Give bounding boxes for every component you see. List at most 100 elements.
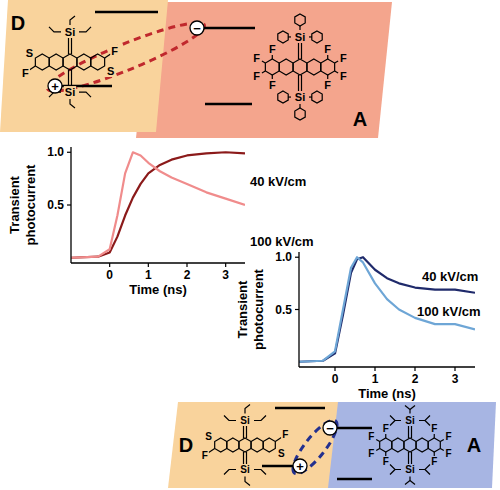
label-patch bbox=[21, 67, 30, 79]
ring bbox=[392, 438, 404, 452]
label-patch bbox=[106, 65, 115, 77]
alkyne bbox=[301, 43, 302, 59]
ring bbox=[63, 54, 77, 70]
atom-label: F bbox=[383, 423, 389, 434]
atom-label: Si bbox=[405, 464, 415, 475]
x-axis bbox=[299, 366, 475, 367]
chart: 01230.51.0Time (ns)Transientphotocurrent… bbox=[7, 145, 314, 297]
x-axis-title: Time (ns) bbox=[358, 386, 416, 401]
alkyne bbox=[298, 43, 299, 59]
energy-level bbox=[55, 85, 112, 88]
bond bbox=[376, 440, 379, 442]
isopropyl bbox=[390, 416, 401, 421]
label-patch bbox=[110, 45, 119, 57]
atom-label: F bbox=[253, 52, 260, 64]
label-patch bbox=[339, 52, 348, 64]
label-patch bbox=[294, 31, 306, 43]
label-patch bbox=[268, 79, 277, 91]
bond bbox=[275, 438, 281, 442]
label-patch bbox=[268, 43, 277, 55]
label-patch bbox=[25, 47, 34, 59]
label-patch bbox=[404, 415, 416, 426]
series-label: 100 kV/cm bbox=[417, 304, 481, 319]
ring bbox=[307, 59, 321, 75]
label-patch bbox=[445, 431, 453, 442]
y-tick-label: 0.5 bbox=[47, 198, 64, 212]
bond bbox=[29, 66, 35, 70]
alkyne bbox=[246, 426, 247, 438]
y-tick bbox=[67, 204, 71, 205]
label-patch bbox=[281, 429, 289, 440]
cyclohexyl bbox=[295, 14, 305, 26]
charge-sign: − bbox=[326, 421, 334, 436]
y-tick bbox=[295, 309, 299, 310]
x-tick bbox=[109, 263, 110, 267]
ethyl bbox=[245, 477, 250, 486]
atom-label: F bbox=[446, 431, 452, 442]
y-tick-label: 0.5 bbox=[275, 303, 292, 317]
atom-label: Si bbox=[240, 464, 250, 475]
cyclohexyl bbox=[278, 91, 288, 103]
atom-label: F bbox=[324, 43, 331, 55]
ring bbox=[279, 59, 293, 75]
pair-ellipse bbox=[43, 13, 210, 101]
alkyne bbox=[411, 452, 412, 464]
ethyl bbox=[70, 99, 75, 108]
x-axis bbox=[71, 262, 245, 263]
ring bbox=[321, 59, 335, 75]
y-tick bbox=[67, 152, 71, 153]
bond bbox=[105, 54, 111, 58]
label-patch bbox=[367, 431, 375, 442]
bond bbox=[272, 55, 273, 59]
label-patch bbox=[382, 423, 390, 434]
figure: SFSFSiSiFFFFFFFFSiSiDA+−SFSFSiSiFFFFFFFF… bbox=[0, 0, 500, 490]
atom-label: F bbox=[22, 67, 29, 79]
alkyne bbox=[408, 452, 409, 464]
alkyne bbox=[411, 426, 412, 438]
y-tick bbox=[295, 257, 299, 258]
atom-label: S bbox=[107, 65, 114, 77]
pair-ellipse bbox=[287, 415, 344, 480]
atom-label: F bbox=[383, 456, 389, 467]
alkyne bbox=[71, 38, 72, 54]
ethyl bbox=[224, 416, 236, 421]
x-tick bbox=[225, 263, 226, 267]
label-patch bbox=[239, 415, 251, 426]
ring bbox=[77, 54, 91, 70]
charge-sign: − bbox=[193, 21, 201, 36]
atom-label: F bbox=[269, 43, 276, 55]
ethyl bbox=[49, 27, 61, 32]
isopropyl bbox=[410, 406, 415, 410]
panel-label: D bbox=[179, 434, 193, 456]
ring bbox=[239, 438, 251, 452]
alkyne bbox=[246, 452, 247, 464]
x-tick-label: 2 bbox=[412, 372, 419, 386]
atom-label: F bbox=[282, 429, 288, 440]
atom-label: F bbox=[368, 448, 374, 459]
bond bbox=[440, 449, 443, 451]
label-patch bbox=[204, 431, 213, 442]
label-patch bbox=[252, 70, 261, 82]
ring bbox=[416, 438, 428, 452]
charge-sign: + bbox=[296, 459, 304, 474]
x-tick-label: 3 bbox=[222, 268, 229, 282]
x-tick-label: 1 bbox=[145, 268, 152, 282]
charge bbox=[323, 421, 337, 435]
x-tick bbox=[374, 367, 375, 371]
ethyl bbox=[70, 16, 75, 25]
atom-label: Si bbox=[65, 26, 75, 38]
atom-label: Si bbox=[65, 86, 75, 98]
ring bbox=[263, 438, 275, 452]
alkyne bbox=[298, 75, 299, 91]
y-axis-title-line: Transient bbox=[235, 280, 250, 338]
isopropyl bbox=[425, 470, 430, 475]
alkyne bbox=[408, 426, 409, 438]
atom-label: S bbox=[278, 448, 285, 459]
ethyl bbox=[254, 470, 266, 475]
x-tick bbox=[414, 367, 415, 371]
label-patch bbox=[239, 464, 251, 475]
atom-label: F bbox=[111, 45, 118, 57]
alkyne bbox=[68, 38, 69, 54]
x-tick-label: 1 bbox=[372, 372, 379, 386]
cyclohexyl bbox=[312, 31, 322, 43]
